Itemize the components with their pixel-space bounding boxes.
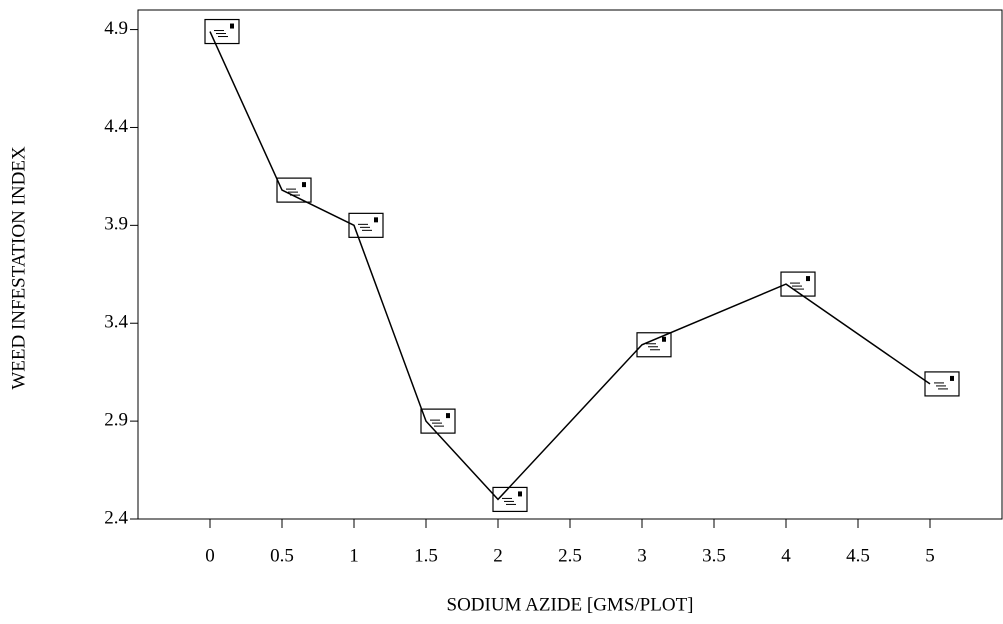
data-line [209, 31, 931, 501]
marker-stamp [662, 336, 666, 342]
marker-stamp [446, 413, 450, 419]
marker-stamp [950, 375, 954, 381]
marker-box [492, 486, 528, 513]
y-tick-label: 2.4 [104, 507, 128, 528]
x-axis-title: SODIUM AZIDE [GMS/PLOT] [447, 594, 694, 615]
plot-frame [137, 9, 1003, 520]
marker-stamp [518, 491, 522, 497]
marker-box [204, 18, 240, 45]
x-tick-label: 3.5 [702, 545, 726, 566]
marker-stamp [230, 23, 234, 29]
x-tick-label: 5 [925, 545, 935, 566]
marker-box [276, 177, 312, 203]
y-tick-label: 2.9 [104, 409, 128, 430]
envelope-marker [420, 408, 456, 434]
y-tick-label: 3.4 [104, 312, 128, 333]
marker-stamp [806, 276, 810, 282]
y-axis-title: WEED INFESTATION INDEX [8, 146, 29, 390]
marker-box [348, 212, 384, 238]
x-tick-label: 0.5 [270, 545, 294, 566]
x-tick-label: 3 [637, 545, 647, 566]
marker-stamp [374, 217, 378, 223]
x-tick-label: 1.5 [414, 545, 438, 566]
x-tick-label: 2 [493, 545, 503, 566]
envelope-marker [204, 18, 240, 45]
marker-box [636, 332, 672, 358]
envelope-marker [348, 212, 384, 238]
marker-box [780, 271, 816, 297]
x-tick-label: 1 [349, 545, 359, 566]
x-tick-label: 0 [205, 545, 215, 566]
marker-stamp [302, 182, 306, 188]
envelope-marker [276, 177, 312, 203]
y-tick-label: 4.4 [104, 116, 128, 137]
envelope-marker [636, 332, 672, 358]
x-tick-label: 4.5 [846, 545, 870, 566]
envelope-marker [924, 371, 960, 397]
y-tick-label: 3.9 [104, 214, 128, 235]
x-tick-label: 4 [781, 545, 791, 566]
x-tick-label: 2.5 [558, 545, 582, 566]
y-tick-label: 4.9 [104, 18, 128, 39]
marker-box [420, 408, 456, 434]
marker-box [924, 371, 960, 397]
envelope-marker [780, 271, 816, 297]
envelope-marker [492, 486, 528, 513]
